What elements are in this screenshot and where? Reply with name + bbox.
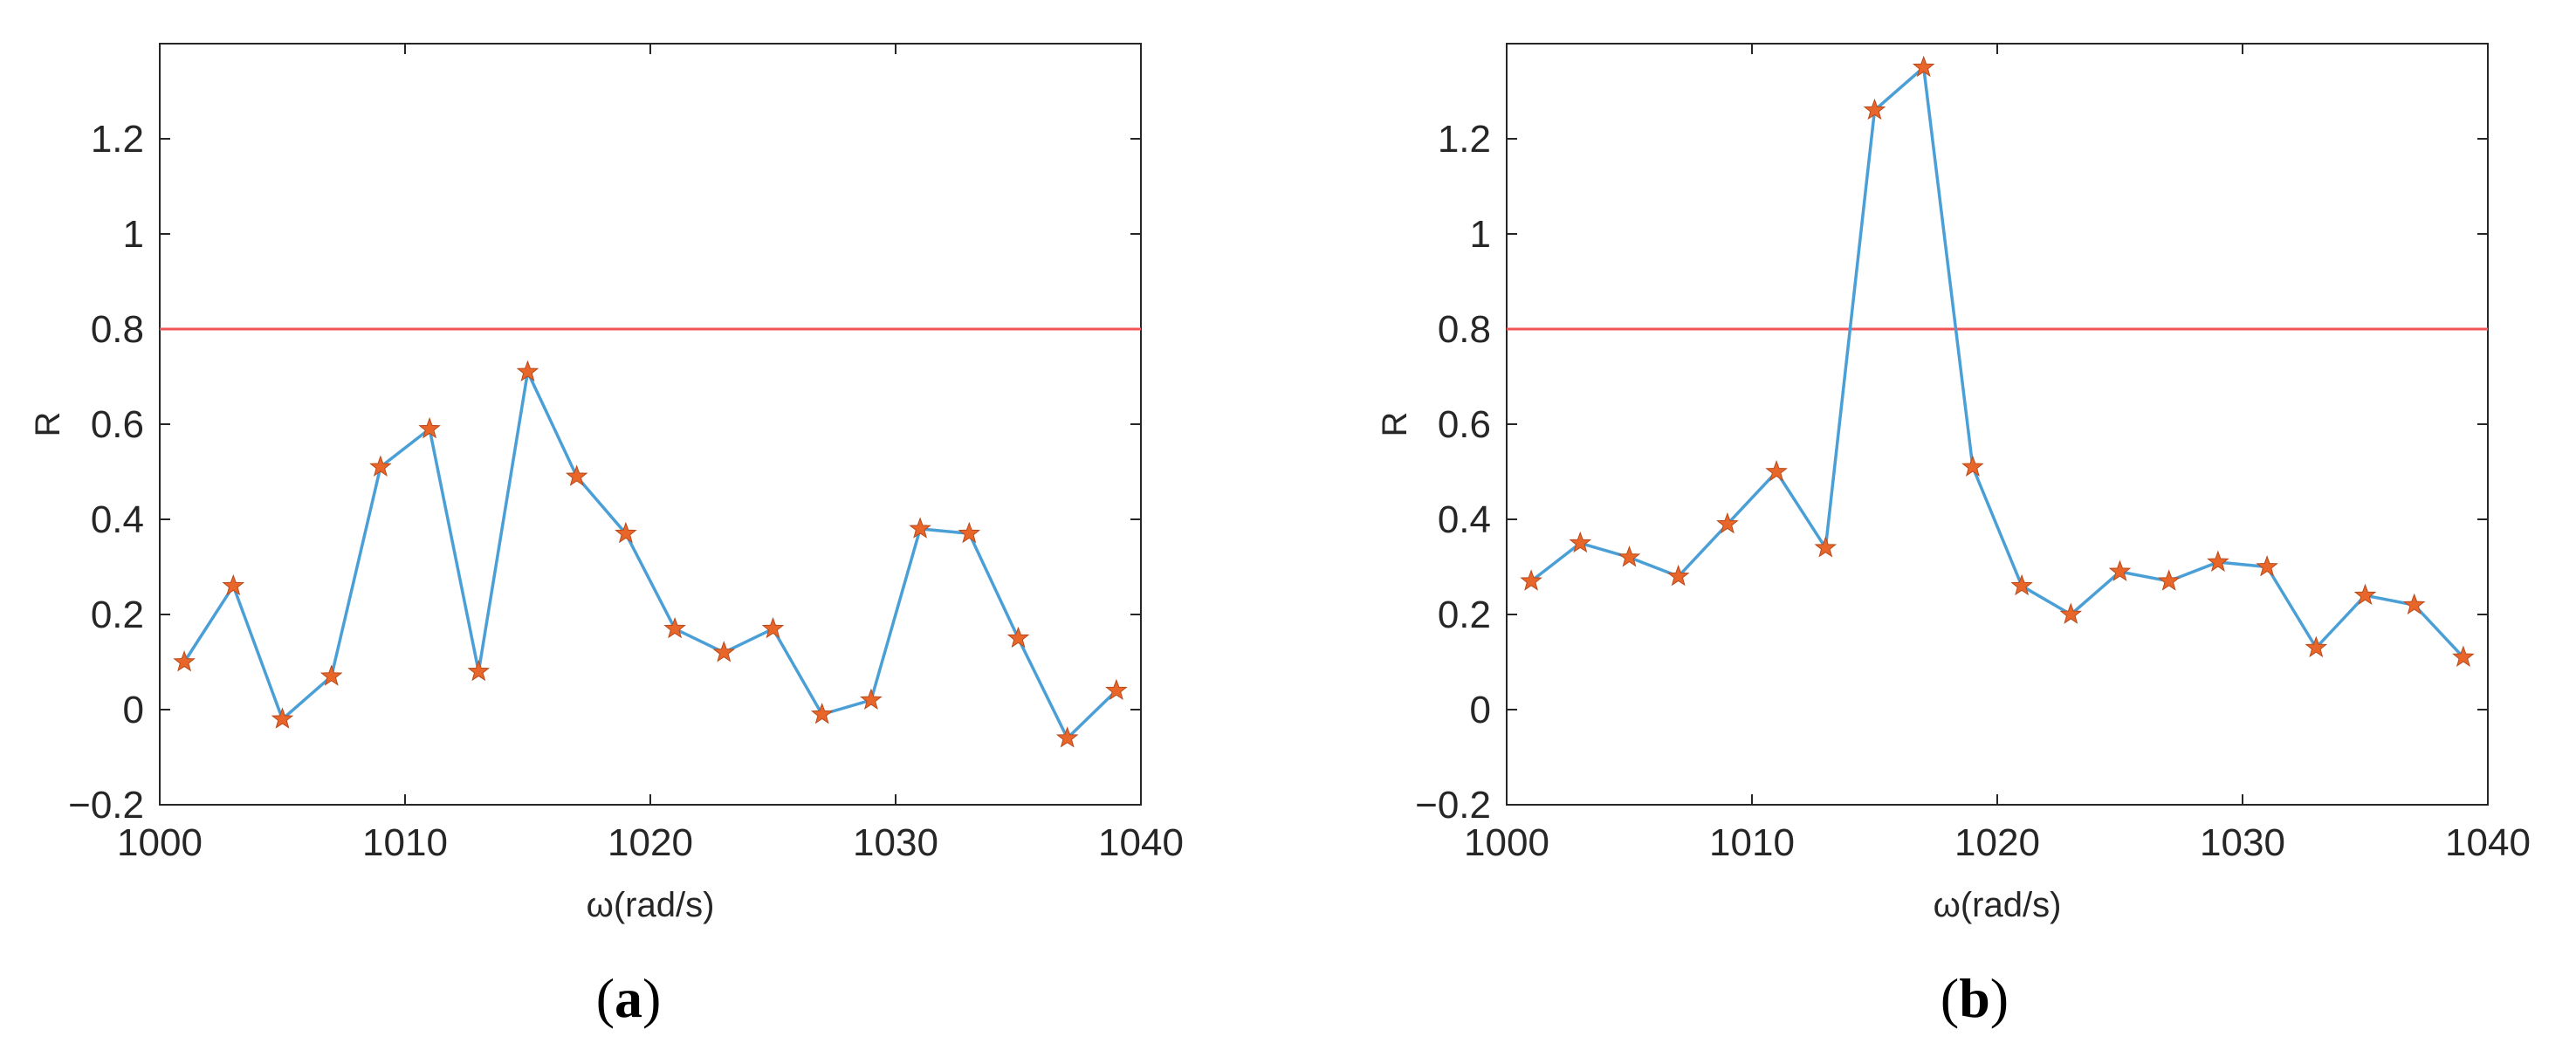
panel-b: −0.2 0 0.2 0.4 0.6 0.8 1 1.2 1000 1010 1020 1030 104… [1376, 43, 2531, 1029]
panel-a: −0.2 0 0.2 0.4 0.6 0.8 1 1.2 1000 1010 1020 1030 104… [29, 43, 1184, 1029]
y-tick-label: 1.2 [1438, 118, 1491, 161]
y-axis-label: R [29, 412, 67, 437]
x-tick-label: 1020 [608, 821, 693, 864]
data-point [1765, 460, 1788, 482]
series-line [1530, 65, 2465, 659]
y-tick-label: 0.6 [1438, 403, 1491, 446]
data-point [761, 616, 785, 639]
data-point [810, 703, 834, 724]
x-tick-label: 1040 [1098, 821, 1184, 864]
axes-box [159, 43, 1142, 806]
data-point [2305, 635, 2328, 658]
y-tick-label: −0.2 [1415, 784, 1491, 827]
x-tick-label: 1000 [1464, 821, 1549, 864]
data-point [2207, 550, 2229, 572]
data-point [2452, 645, 2475, 667]
data-point [615, 521, 637, 544]
y-tick-label: 0.4 [91, 498, 144, 541]
y-tick-label: 1 [123, 213, 144, 256]
data-point [319, 664, 343, 686]
x-tick-label: 1000 [117, 821, 203, 864]
y-tick-label: 0.8 [1438, 308, 1491, 351]
data-point [222, 573, 245, 596]
x-tick-label: 1040 [2445, 821, 2531, 864]
data-point [2353, 583, 2377, 606]
data-point [1666, 564, 1690, 587]
y-tick-label: 0.8 [91, 308, 144, 351]
panel-label: (a) [596, 967, 662, 1029]
data-point [2256, 555, 2278, 577]
y-tick-label: 0 [1470, 689, 1491, 731]
data-point [418, 416, 441, 439]
data-point [271, 707, 294, 729]
data-point [467, 659, 491, 682]
data-point [909, 517, 931, 539]
data-point [2402, 593, 2426, 614]
y-tick-label: 0 [123, 689, 144, 731]
data-point [860, 688, 883, 710]
data-point [1520, 569, 1542, 591]
x-tick-label: 1030 [2200, 821, 2285, 864]
y-tick-label: 0.2 [1438, 594, 1491, 636]
data-point [1814, 536, 1838, 558]
data-point [1716, 511, 1739, 534]
series-line [182, 370, 1118, 740]
y-tick-label: 1 [1470, 213, 1491, 256]
data-point [712, 641, 736, 662]
x-tick-label: 1010 [1709, 821, 1795, 864]
data-point [2059, 602, 2083, 624]
y-tick-label: 1.2 [91, 118, 144, 161]
y-axis-label: R [1376, 412, 1414, 437]
data-point [565, 464, 588, 486]
axes-box [1506, 43, 2489, 806]
x-tick-label: 1010 [362, 821, 448, 864]
data-point [663, 616, 686, 639]
data-point [1863, 98, 1886, 120]
data-point [1105, 678, 1128, 701]
data-point [2010, 573, 2033, 596]
data-point [958, 521, 981, 544]
data-point [2157, 569, 2181, 591]
data-point [1055, 726, 1079, 748]
x-tick-label: 1020 [1954, 821, 2040, 864]
data-point [1569, 531, 1592, 553]
panel-label: (b) [1941, 967, 2009, 1029]
data-point [1961, 455, 1984, 477]
data-point [173, 650, 196, 672]
y-tick-label: −0.2 [68, 784, 144, 827]
y-tick-label: 0.6 [91, 403, 144, 446]
y-tick-label: 0.2 [91, 594, 144, 636]
data-point [1618, 546, 1641, 567]
data-point [516, 360, 539, 381]
y-tick-label: 0.4 [1438, 498, 1491, 541]
x-axis-label: ω(rad/s) [1934, 886, 2062, 924]
data-point [1006, 626, 1030, 649]
data-point [369, 455, 392, 477]
x-tick-label: 1030 [853, 821, 938, 864]
data-point [2108, 559, 2132, 581]
x-axis-label: ω(rad/s) [587, 886, 715, 924]
data-point [1912, 55, 1935, 78]
